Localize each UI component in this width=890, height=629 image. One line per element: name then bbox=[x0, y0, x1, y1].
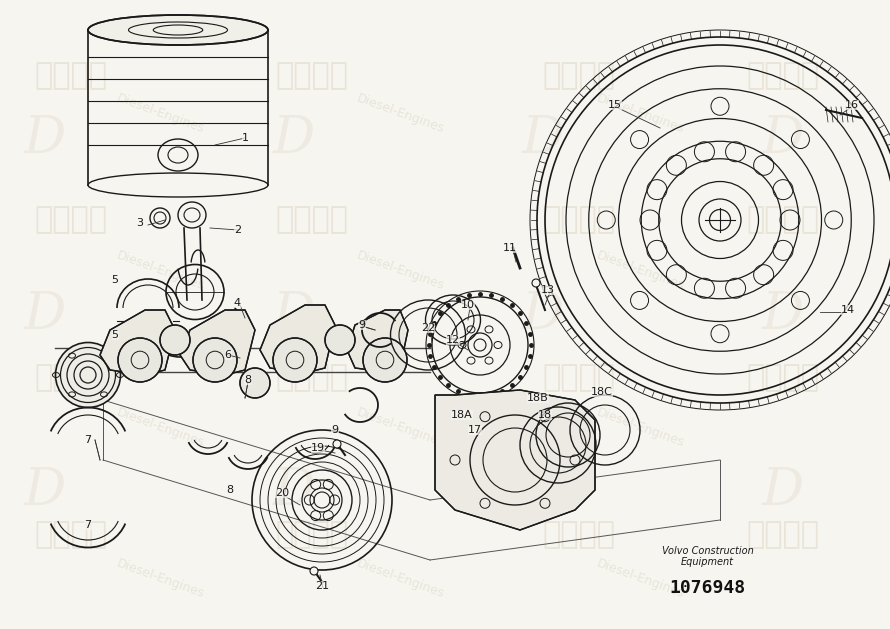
Text: 9: 9 bbox=[331, 425, 338, 435]
Circle shape bbox=[333, 440, 341, 448]
Polygon shape bbox=[435, 390, 595, 530]
Text: 13: 13 bbox=[541, 285, 555, 295]
Circle shape bbox=[310, 567, 318, 575]
Text: Diesel-Engines: Diesel-Engines bbox=[355, 557, 446, 601]
Ellipse shape bbox=[363, 338, 407, 382]
Text: 2: 2 bbox=[234, 225, 241, 235]
Text: 18C: 18C bbox=[591, 387, 613, 397]
Text: 19: 19 bbox=[311, 443, 325, 453]
Text: D: D bbox=[762, 289, 805, 340]
Text: 17: 17 bbox=[468, 425, 482, 435]
Text: 紫发动力: 紫发动力 bbox=[542, 363, 615, 392]
Text: 紫发动力: 紫发动力 bbox=[275, 206, 348, 235]
Circle shape bbox=[532, 279, 540, 287]
Text: D: D bbox=[272, 289, 315, 340]
Text: Diesel-Engines: Diesel-Engines bbox=[595, 91, 686, 135]
Text: 5: 5 bbox=[111, 275, 118, 285]
Text: 紫发动力: 紫发动力 bbox=[35, 61, 108, 90]
Text: 15: 15 bbox=[608, 100, 622, 110]
Polygon shape bbox=[180, 310, 255, 375]
Text: 3: 3 bbox=[136, 218, 143, 228]
Text: 7: 7 bbox=[85, 520, 92, 530]
Text: 11: 11 bbox=[503, 243, 517, 253]
Text: Volvo Construction
Equipment: Volvo Construction Equipment bbox=[661, 546, 754, 567]
Text: D: D bbox=[272, 465, 315, 516]
Text: Diesel-Engines: Diesel-Engines bbox=[115, 248, 206, 292]
Text: 紫发动力: 紫发动力 bbox=[275, 520, 348, 549]
Text: Diesel-Engines: Diesel-Engines bbox=[595, 557, 686, 601]
Text: 18: 18 bbox=[538, 410, 552, 420]
Text: 18B: 18B bbox=[527, 393, 549, 403]
Ellipse shape bbox=[325, 325, 355, 355]
Text: 紫发动力: 紫发动力 bbox=[35, 206, 108, 235]
Text: 12: 12 bbox=[446, 335, 460, 345]
Text: 22: 22 bbox=[421, 323, 435, 333]
Text: D: D bbox=[23, 113, 66, 164]
Text: Diesel-Engines: Diesel-Engines bbox=[115, 406, 206, 450]
Circle shape bbox=[244, 321, 252, 329]
Text: 紫发动力: 紫发动力 bbox=[747, 61, 820, 90]
Text: 紫发动力: 紫发动力 bbox=[275, 61, 348, 90]
Text: D: D bbox=[522, 113, 564, 164]
Ellipse shape bbox=[118, 338, 162, 382]
Text: 紫发动力: 紫发动力 bbox=[275, 363, 348, 392]
Text: 9: 9 bbox=[359, 320, 366, 330]
Text: 紫发动力: 紫发动力 bbox=[35, 363, 108, 392]
Text: D: D bbox=[272, 113, 315, 164]
Polygon shape bbox=[347, 310, 408, 372]
Text: 16: 16 bbox=[845, 100, 859, 110]
Text: D: D bbox=[23, 465, 66, 516]
Text: 1: 1 bbox=[241, 133, 248, 143]
Ellipse shape bbox=[55, 343, 120, 408]
Text: Diesel-Engines: Diesel-Engines bbox=[595, 248, 686, 292]
Text: 4: 4 bbox=[233, 298, 240, 308]
Polygon shape bbox=[260, 305, 335, 373]
Ellipse shape bbox=[273, 338, 317, 382]
Text: 5: 5 bbox=[111, 330, 118, 340]
Text: 紫发动力: 紫发动力 bbox=[747, 206, 820, 235]
Text: 紫发动力: 紫发动力 bbox=[35, 520, 108, 549]
Text: 7: 7 bbox=[85, 435, 92, 445]
Text: 8: 8 bbox=[245, 375, 252, 385]
Text: D: D bbox=[522, 465, 564, 516]
Text: Diesel-Engines: Diesel-Engines bbox=[115, 91, 206, 135]
Text: 1076948: 1076948 bbox=[669, 579, 746, 597]
Text: 紫发动力: 紫发动力 bbox=[747, 363, 820, 392]
Text: 紫发动力: 紫发动力 bbox=[542, 61, 615, 90]
Text: 6: 6 bbox=[224, 350, 231, 360]
Text: 紫发动力: 紫发动力 bbox=[542, 206, 615, 235]
Text: Diesel-Engines: Diesel-Engines bbox=[355, 248, 446, 292]
Text: D: D bbox=[762, 465, 805, 516]
Text: 18A: 18A bbox=[451, 410, 473, 420]
Text: 紫发动力: 紫发动力 bbox=[542, 520, 615, 549]
Text: D: D bbox=[23, 289, 66, 340]
Text: Diesel-Engines: Diesel-Engines bbox=[355, 406, 446, 450]
Text: 20: 20 bbox=[275, 488, 289, 498]
Ellipse shape bbox=[88, 15, 268, 45]
Text: Diesel-Engines: Diesel-Engines bbox=[595, 406, 686, 450]
Text: 14: 14 bbox=[841, 305, 855, 315]
Polygon shape bbox=[100, 310, 175, 375]
Text: 10: 10 bbox=[461, 300, 475, 310]
Text: D: D bbox=[522, 289, 564, 340]
Ellipse shape bbox=[240, 368, 270, 398]
Text: 8: 8 bbox=[226, 485, 233, 495]
Text: Diesel-Engines: Diesel-Engines bbox=[115, 557, 206, 601]
Ellipse shape bbox=[160, 325, 190, 355]
Ellipse shape bbox=[193, 338, 237, 382]
Text: 紫发动力: 紫发动力 bbox=[747, 520, 820, 549]
Text: Diesel-Engines: Diesel-Engines bbox=[355, 91, 446, 135]
Text: 21: 21 bbox=[315, 581, 329, 591]
Text: D: D bbox=[762, 113, 805, 164]
